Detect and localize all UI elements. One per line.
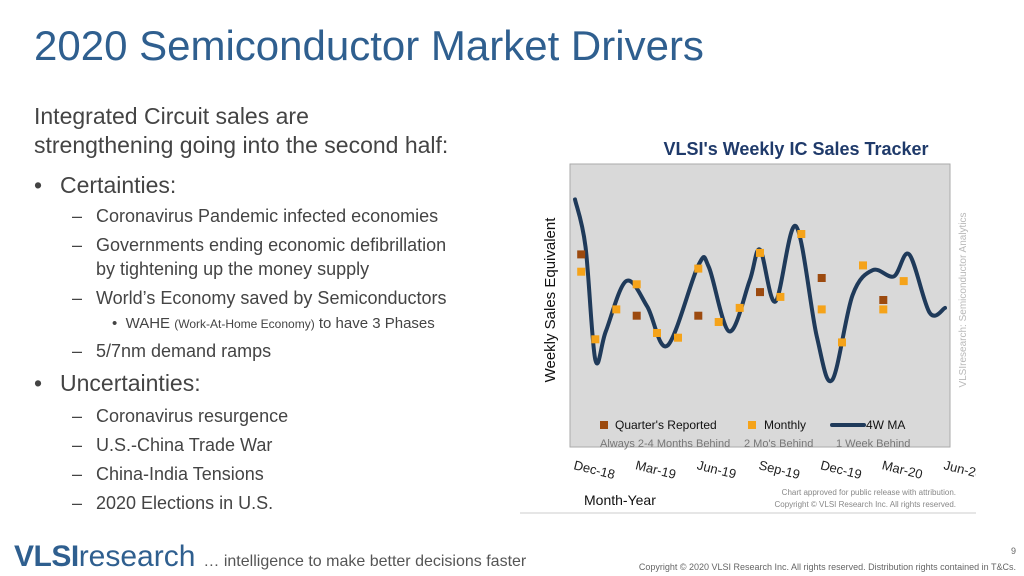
x-tick-label: Jun-20 — [942, 457, 976, 481]
uncertainty-text: 2020 Elections in U.S. — [96, 493, 274, 513]
uncertainty-item: – Coronavirus resurgence — [72, 404, 512, 428]
uncertainties-label: Uncertainties: — [60, 370, 201, 396]
monthly-point — [859, 261, 867, 270]
intro-line-2: strengthening going into the second half… — [34, 132, 449, 158]
certainties-label: Certainties: — [60, 172, 177, 198]
chart-svg: VLSI's Weekly IC Sales Tracker Weekly Sa… — [520, 139, 984, 514]
quarter-reported-point — [879, 296, 888, 304]
monthly-point — [756, 248, 764, 257]
certainty-text: 5/7nm demand ramps — [96, 341, 272, 361]
uncertainty-text: U.S.-China Trade War — [96, 435, 273, 455]
bullet-dot-icon: • — [34, 172, 43, 198]
certainty-item: – World’s Economy saved by Semiconductors — [72, 286, 512, 310]
intro-text: Integrated Circuit sales are strengtheni… — [34, 102, 514, 160]
legend-monthly-label: Monthly — [764, 418, 806, 432]
markers-group — [577, 230, 908, 347]
monthly-point — [653, 329, 661, 337]
legend: Quarter's Reported Always 2-4 Months Beh… — [600, 418, 910, 450]
x-tick-label: Mar-20 — [881, 457, 925, 482]
legend-monthly-note: 2 Mo's Behind — [744, 438, 813, 450]
x-tick-label: Jun-19 — [696, 457, 738, 481]
approval-line-1: Chart approved for public release with a… — [782, 488, 956, 497]
y-axis-label: Weekly Sales Equivalent — [542, 217, 559, 383]
monthly-point — [591, 335, 600, 344]
monthly-point — [797, 230, 806, 238]
wahe-pre: WAHE — [125, 315, 175, 332]
x-axis-label: Month-Year — [584, 492, 656, 508]
monthly-point — [899, 277, 908, 286]
x-tick-label: Dec-19 — [819, 457, 863, 482]
logo-research: research — [78, 540, 196, 573]
uncertainty-item: – U.S.-China Trade War — [72, 433, 512, 457]
certainty-text: Coronavirus Pandemic infected economies — [96, 206, 439, 226]
dash-icon: – — [72, 235, 83, 255]
monthly-point — [776, 292, 785, 301]
quarter-reported-point — [756, 288, 764, 297]
wahe-post: to have 3 Phases — [314, 315, 435, 332]
certainty-item: – Coronavirus Pandemic infected economies — [72, 204, 512, 228]
monthly-point — [838, 338, 846, 347]
certainty-item: – Governments ending economic defibrillat… — [72, 233, 512, 257]
certainties-heading: • Certainties: — [34, 172, 176, 199]
certainty-text: World’s Economy saved by Semiconductors — [96, 288, 447, 308]
bullet-dot-icon: • — [34, 370, 43, 396]
certainty-text: by tightening up the money supply — [96, 259, 370, 279]
wahe-small: (Work-At-Home Economy) — [174, 317, 315, 331]
uncertainties-heading: • Uncertainties: — [34, 370, 201, 397]
uncertainty-item: – China-India Tensions — [72, 462, 512, 486]
monthly-point — [735, 303, 744, 312]
watermark: VLSIresearch: Semiconductor Analytics — [958, 212, 969, 387]
monthly-point — [879, 305, 888, 314]
uncertainty-text: Coronavirus resurgence — [96, 406, 289, 426]
legend-monthly-marker — [748, 421, 756, 429]
quarter-reported-point — [632, 311, 641, 320]
monthly-point — [632, 280, 641, 289]
x-tick-label: Sep-19 — [757, 457, 801, 482]
wahe-item: • WAHE (Work-At-Home Economy) to have 3 … — [112, 315, 435, 332]
chart-title: VLSI's Weekly IC Sales Tracker — [663, 139, 928, 159]
monthly-point — [612, 305, 621, 314]
monthly-point — [577, 267, 586, 276]
certainty-item-continued: by tightening up the money supply — [72, 257, 512, 281]
footer-logo: VLSIresearch … intelligence to make bette… — [14, 540, 526, 574]
ic-sales-tracker-chart: VLSI's Weekly IC Sales Tracker Weekly Sa… — [520, 134, 984, 514]
certainty-text: Governments ending economic defibrillati… — [96, 235, 447, 255]
dash-icon: – — [72, 406, 83, 426]
monthly-point — [817, 305, 826, 314]
monthly-point — [674, 333, 682, 342]
monthly-point — [694, 264, 703, 273]
legend-quarter-marker — [600, 421, 608, 429]
footer-copyright: Copyright © 2020 VLSI Research Inc. All … — [638, 562, 1016, 572]
small-bullet-icon: • — [112, 315, 126, 332]
legend-quarter-note: Always 2-4 Months Behind — [600, 438, 730, 450]
page-number: 9 — [1010, 546, 1016, 556]
dash-icon: – — [72, 206, 83, 226]
certainty-item: –5/7nm demand ramps — [72, 339, 512, 363]
quarter-reported-point — [817, 274, 826, 282]
footer-tagline: … intelligence to make better decisions … — [203, 553, 527, 570]
legend-ma-label: 4W MA — [866, 418, 905, 432]
legend-quarter-label: Quarter's Reported — [615, 418, 717, 432]
approval-line-2: Copyright © VLSI Research Inc. All right… — [774, 500, 956, 509]
uncertainty-item: –2020 Elections in U.S. — [72, 491, 512, 515]
dash-icon: – — [72, 493, 83, 513]
dash-icon: – — [72, 341, 83, 361]
logo-vlsi: VLSI — [14, 540, 79, 573]
slide-title: 2020 Semiconductor Market Drivers — [34, 22, 704, 69]
uncertainty-text: China-India Tensions — [96, 464, 264, 484]
quarter-reported-point — [577, 250, 586, 259]
plot-area — [569, 163, 951, 448]
x-tick-label: Mar-19 — [634, 457, 678, 482]
x-tick-labels: Dec-18 Mar-19 Jun-19 Sep-19 Dec-19 Mar-20 Jun-… — [572, 457, 984, 482]
monthly-point — [714, 318, 723, 326]
quarter-reported-point — [694, 311, 703, 320]
dash-icon: – — [72, 435, 83, 455]
intro-line-1: Integrated Circuit sales are — [34, 103, 309, 129]
x-tick-label: Dec-18 — [572, 457, 616, 482]
legend-ma-note: 1 Week Behind — [836, 438, 910, 450]
dash-icon: – — [72, 464, 83, 484]
dash-icon: – — [72, 288, 83, 308]
